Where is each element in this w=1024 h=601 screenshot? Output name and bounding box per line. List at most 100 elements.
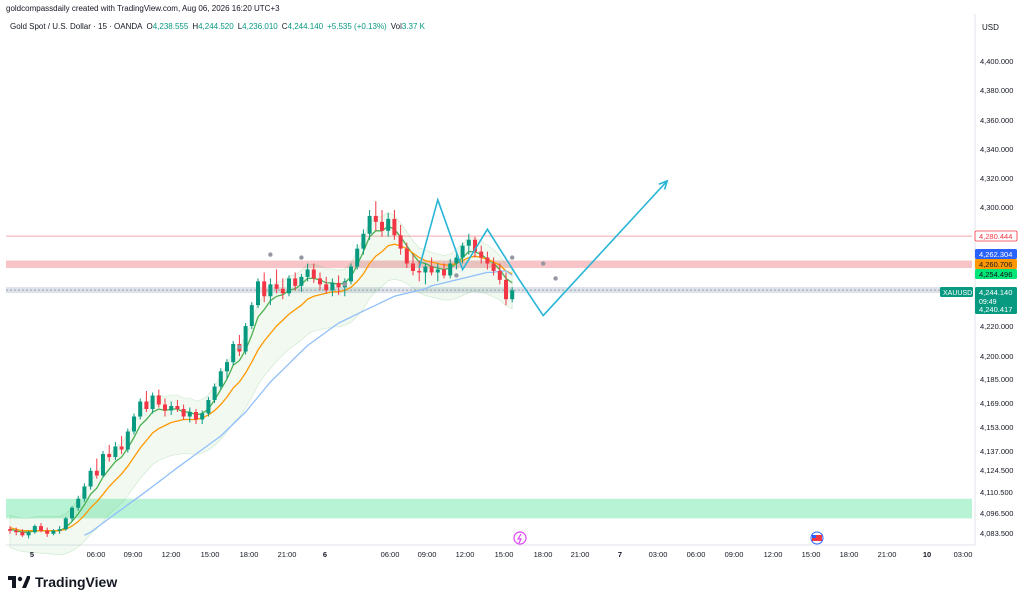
candle[interactable] bbox=[305, 263, 310, 282]
candle[interactable] bbox=[20, 529, 25, 537]
candle[interactable] bbox=[175, 400, 180, 412]
candle[interactable] bbox=[311, 263, 316, 283]
candle[interactable] bbox=[225, 359, 229, 379]
candle[interactable] bbox=[392, 209, 397, 240]
candle[interactable] bbox=[125, 428, 130, 453]
candle[interactable] bbox=[373, 201, 378, 231]
candle[interactable] bbox=[287, 275, 291, 297]
candle[interactable] bbox=[256, 278, 260, 309]
candle[interactable] bbox=[423, 263, 428, 285]
candle[interactable] bbox=[404, 242, 409, 268]
candle[interactable] bbox=[380, 209, 384, 237]
candle[interactable] bbox=[510, 287, 515, 303]
candle[interactable] bbox=[411, 254, 415, 276]
price-label[interactable]: 4,240.417 bbox=[975, 304, 1017, 314]
price-label[interactable]: 4,262.304 bbox=[975, 249, 1017, 259]
candle[interactable] bbox=[88, 467, 93, 490]
candle[interactable] bbox=[435, 263, 440, 282]
ma-fast-line bbox=[9, 225, 513, 533]
candle[interactable] bbox=[367, 209, 372, 240]
candle[interactable] bbox=[70, 506, 74, 522]
candle[interactable] bbox=[206, 397, 211, 417]
candle[interactable] bbox=[181, 404, 186, 420]
symbol-legend[interactable]: Gold Spot / U.S. Dollar · 15 · OANDA O4,… bbox=[10, 22, 425, 31]
candle[interactable] bbox=[460, 242, 465, 264]
candle[interactable] bbox=[63, 516, 68, 531]
candle[interactable] bbox=[163, 398, 167, 417]
candle[interactable] bbox=[82, 483, 87, 502]
candle[interactable] bbox=[45, 527, 50, 537]
candle[interactable] bbox=[26, 530, 31, 539]
price-label[interactable]: 4,260.706 bbox=[975, 259, 1017, 269]
candle[interactable] bbox=[386, 212, 391, 237]
us-flag-icon[interactable] bbox=[810, 531, 824, 545]
support-zone bbox=[6, 498, 972, 519]
candle[interactable] bbox=[442, 263, 446, 279]
candle[interactable] bbox=[138, 398, 143, 420]
candle[interactable] bbox=[448, 259, 453, 279]
price-label[interactable]: 4,280.444 bbox=[974, 230, 1018, 242]
candle[interactable] bbox=[156, 389, 161, 408]
candle[interactable] bbox=[361, 229, 366, 255]
symbol-title[interactable]: Gold Spot / U.S. Dollar · 15 · OANDA bbox=[10, 22, 143, 31]
candle[interactable] bbox=[194, 409, 198, 424]
candle[interactable] bbox=[249, 302, 254, 329]
candle[interactable] bbox=[398, 224, 403, 255]
candle[interactable] bbox=[473, 236, 477, 258]
candle[interactable] bbox=[274, 269, 279, 294]
candle[interactable] bbox=[144, 391, 149, 412]
candle[interactable] bbox=[150, 392, 155, 414]
candle[interactable] bbox=[324, 276, 329, 294]
candle[interactable] bbox=[485, 251, 490, 270]
candle[interactable] bbox=[268, 278, 273, 306]
candle-body bbox=[249, 305, 254, 326]
candle[interactable] bbox=[318, 272, 322, 291]
candle[interactable] bbox=[187, 407, 192, 423]
candle[interactable] bbox=[243, 323, 248, 355]
tradingview-logo[interactable]: TradingView bbox=[8, 574, 117, 590]
candle[interactable] bbox=[101, 451, 105, 478]
candle[interactable] bbox=[32, 524, 37, 534]
candle[interactable] bbox=[51, 529, 56, 536]
candle[interactable] bbox=[355, 244, 360, 270]
candle[interactable] bbox=[218, 368, 223, 390]
candle[interactable] bbox=[113, 442, 118, 461]
m-pattern-projection[interactable] bbox=[418, 180, 668, 317]
candle[interactable] bbox=[504, 272, 508, 306]
candle[interactable] bbox=[479, 245, 484, 264]
candle[interactable] bbox=[14, 527, 19, 536]
candle[interactable] bbox=[200, 410, 205, 425]
candle[interactable] bbox=[491, 257, 496, 276]
price-label[interactable]: 4,244.140 09:49 bbox=[975, 287, 1017, 307]
candle[interactable] bbox=[429, 257, 434, 276]
candle[interactable] bbox=[57, 526, 62, 534]
candle[interactable] bbox=[336, 275, 341, 295]
candle[interactable] bbox=[107, 445, 112, 462]
symbol-tag[interactable]: XAUUSD bbox=[940, 287, 973, 297]
candle[interactable] bbox=[212, 383, 217, 404]
candle[interactable] bbox=[8, 526, 12, 534]
candle[interactable] bbox=[169, 401, 174, 416]
candle[interactable] bbox=[231, 341, 236, 366]
candle[interactable] bbox=[454, 251, 459, 270]
candle[interactable] bbox=[293, 272, 298, 291]
candle[interactable] bbox=[39, 523, 43, 533]
candle[interactable] bbox=[94, 458, 99, 479]
candle[interactable] bbox=[497, 263, 502, 285]
candle[interactable] bbox=[76, 495, 81, 511]
y-tick-label: 4,153.000 bbox=[980, 423, 1013, 432]
candle[interactable] bbox=[119, 436, 124, 455]
candle[interactable] bbox=[280, 278, 285, 300]
event-flash-icon[interactable] bbox=[513, 531, 527, 545]
candle-body bbox=[63, 518, 68, 530]
candle[interactable] bbox=[262, 272, 267, 303]
candle[interactable] bbox=[349, 263, 353, 285]
price-label[interactable]: 4,254.496 bbox=[975, 269, 1017, 279]
candle[interactable] bbox=[299, 273, 304, 292]
candle[interactable] bbox=[417, 260, 422, 282]
candle[interactable] bbox=[330, 278, 335, 297]
candle-body bbox=[380, 221, 384, 231]
candle[interactable] bbox=[466, 233, 471, 255]
candle[interactable] bbox=[132, 413, 136, 435]
